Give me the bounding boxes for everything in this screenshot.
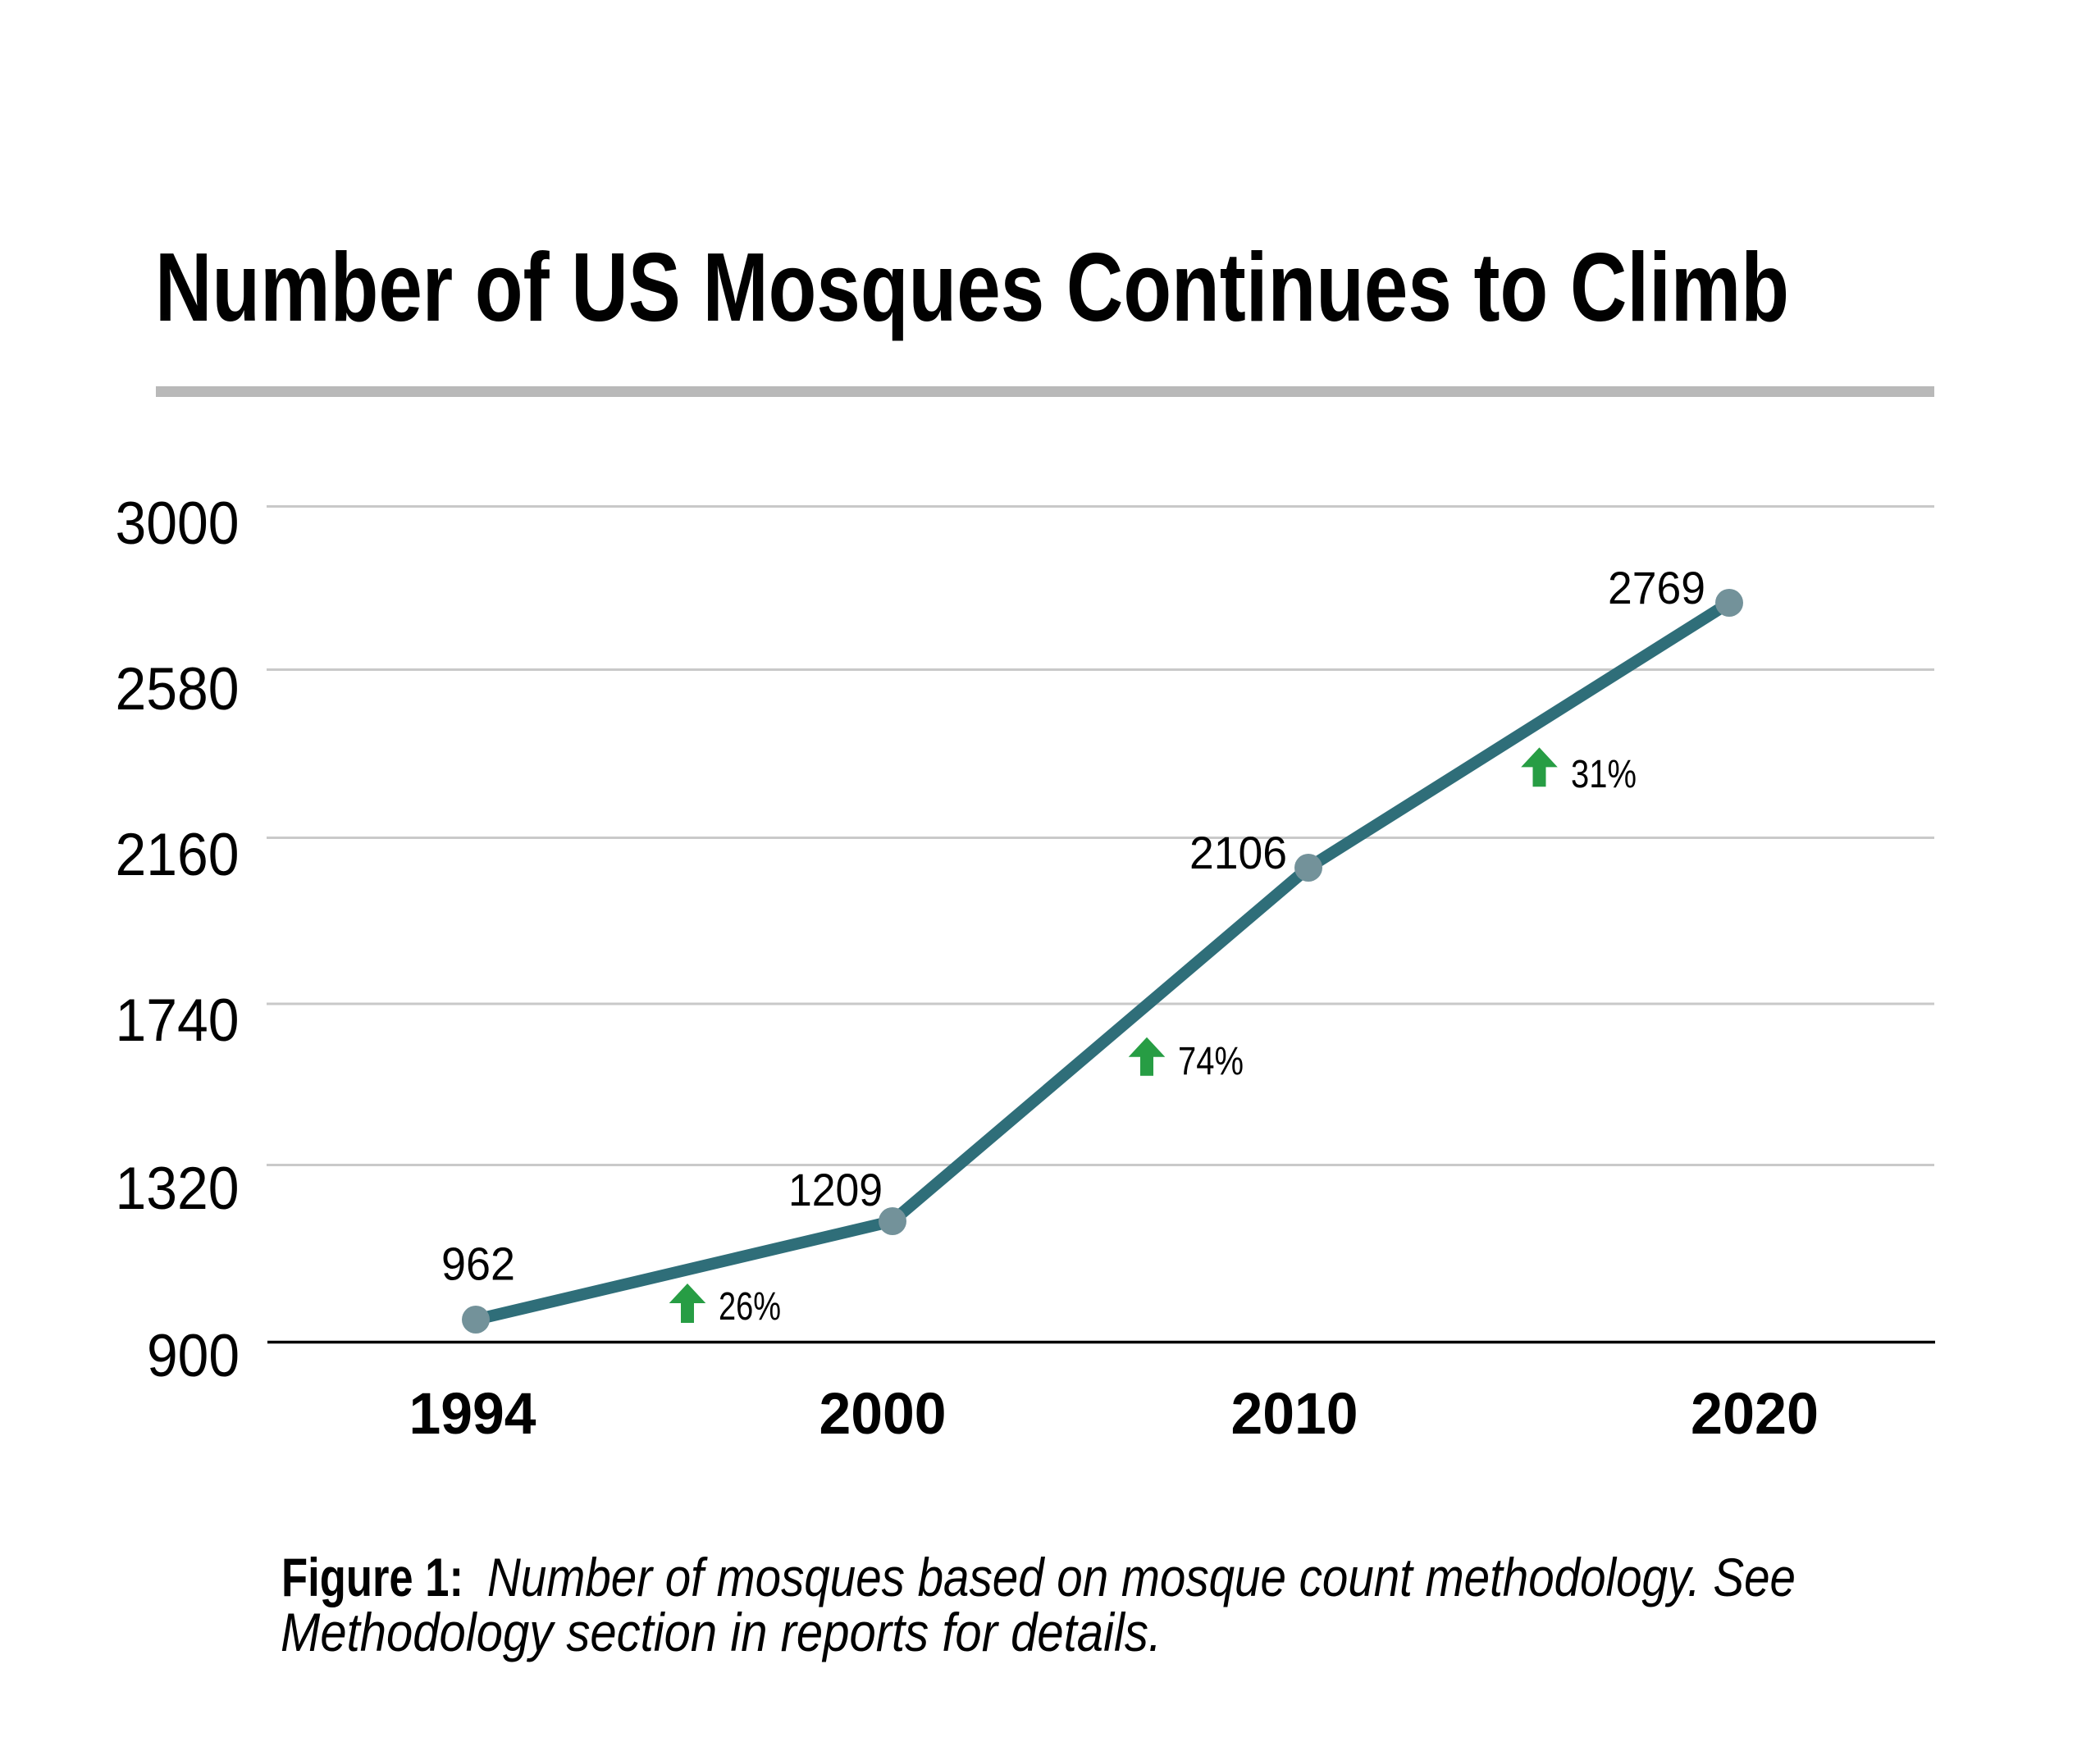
svg-text:900: 900 <box>147 1323 240 1389</box>
svg-text:Figure 1:Number of mosques bas: Figure 1: Number of mosques based on mosq… <box>281 1547 1796 1607</box>
svg-text:2010: 2010 <box>1231 1382 1358 1447</box>
svg-text:2000: 2000 <box>819 1382 947 1447</box>
svg-text:962: 962 <box>441 1238 515 1291</box>
svg-text:Methodology section in reports: Methodology section in reports for detai… <box>281 1602 1162 1662</box>
svg-text:2580: 2580 <box>116 656 240 723</box>
svg-text:2160: 2160 <box>116 822 240 888</box>
svg-text:1740: 1740 <box>116 987 240 1054</box>
svg-text:26%: 26% <box>719 1285 781 1329</box>
svg-text:3000: 3000 <box>116 490 240 557</box>
svg-text:74%: 74% <box>1178 1040 1244 1083</box>
svg-text:2020: 2020 <box>1691 1382 1819 1447</box>
svg-text:2106: 2106 <box>1189 827 1287 878</box>
svg-text:1994: 1994 <box>409 1382 536 1447</box>
svg-text:2769: 2769 <box>1608 562 1705 613</box>
svg-text:1209: 1209 <box>788 1164 883 1215</box>
svg-text:1320: 1320 <box>116 1156 240 1222</box>
svg-text:Number of US Mosques Continues: Number of US Mosques Continues to Climb <box>155 233 1789 342</box>
svg-text:31%: 31% <box>1571 753 1637 796</box>
